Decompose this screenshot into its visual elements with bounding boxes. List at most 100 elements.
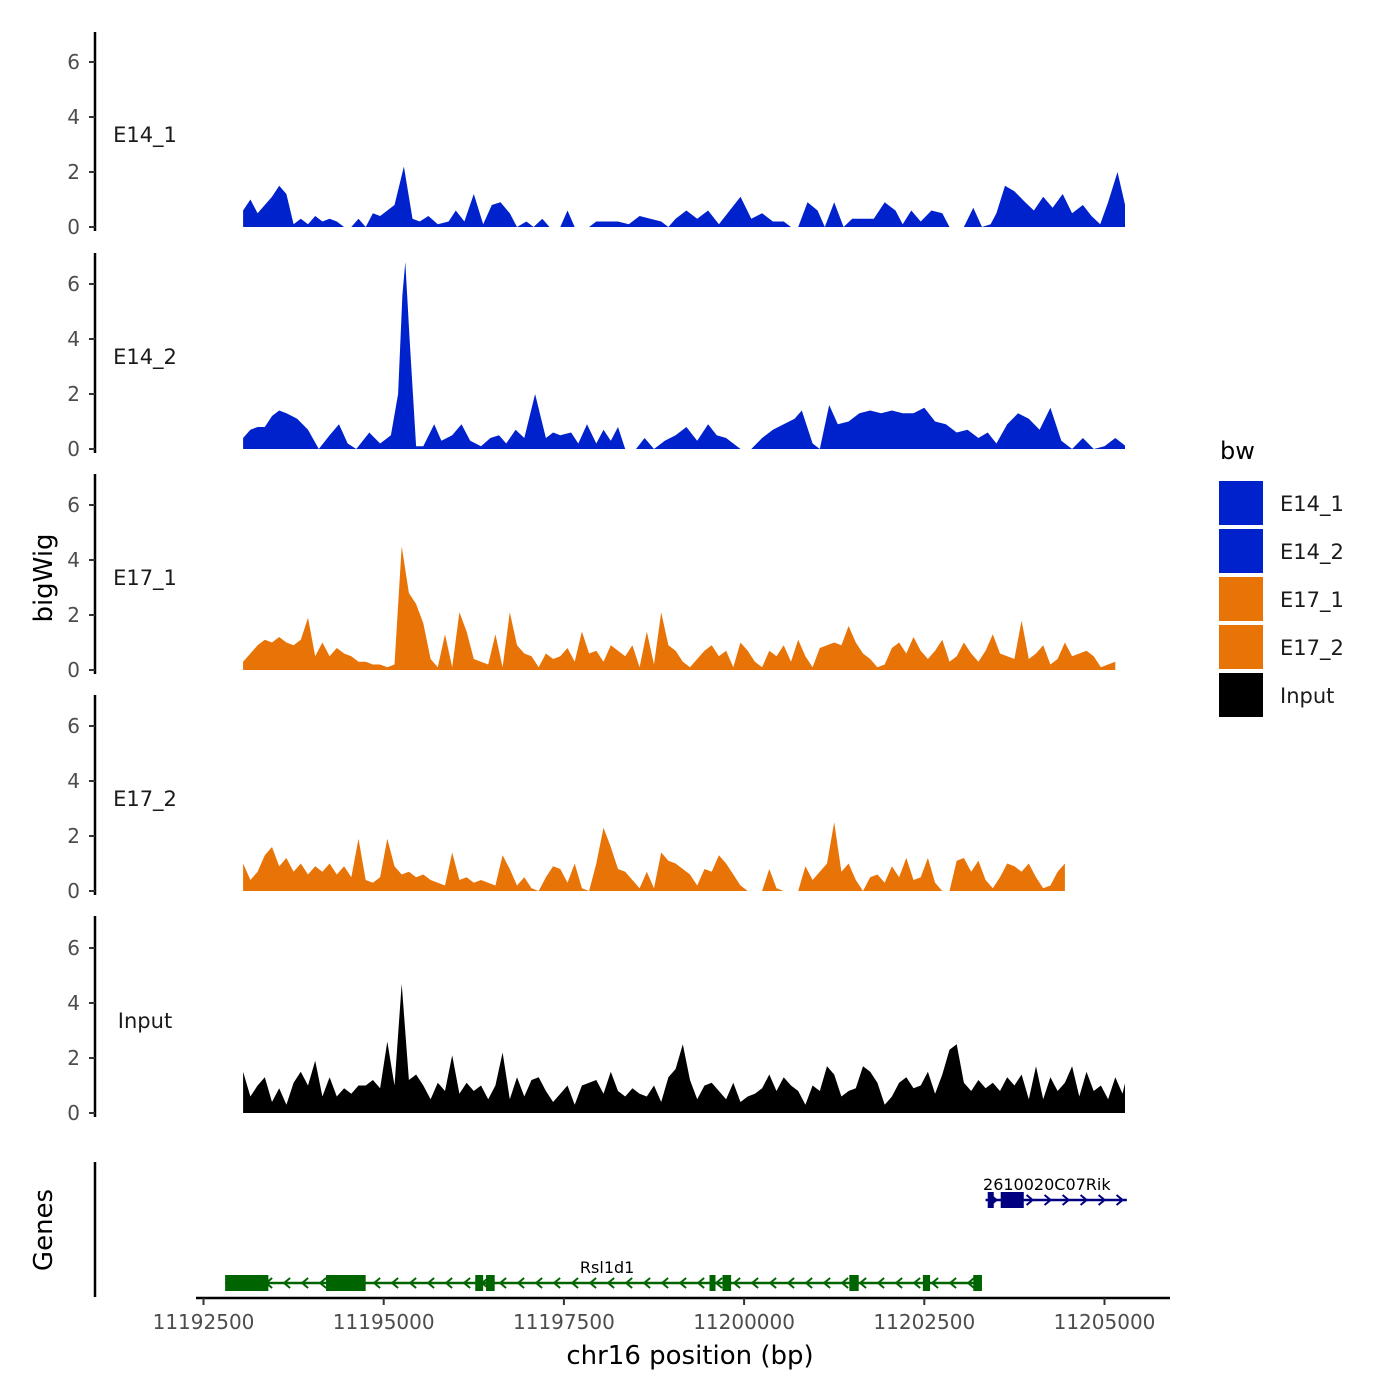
y-tick-label: 6 [67, 272, 80, 296]
strand-arrow [660, 1277, 669, 1289]
y-tick-label: 2 [67, 160, 80, 184]
strand-arrow [282, 1277, 291, 1289]
exon [1000, 1192, 1024, 1208]
y-tick-label: 2 [67, 603, 80, 627]
x-axis: 11192500 11195000 11197500 11200000 11202500… [153, 1296, 1170, 1334]
y-tick-label: 4 [67, 105, 80, 129]
genes-axis-title: Genes [29, 1189, 59, 1271]
gene-2610020c07rik: 2610020C07Rik [983, 1175, 1127, 1208]
strand-arrow [498, 1277, 507, 1289]
track-e17-1: 0 2 4 6 E17_1 [67, 474, 1116, 682]
legend-label: E14_1 [1280, 492, 1344, 517]
x-tick-label: 11205000 [1054, 1310, 1156, 1334]
strand-arrow [1061, 1194, 1071, 1206]
exon [922, 1275, 931, 1291]
strand-arrow [318, 1277, 327, 1289]
y-tick-label: 2 [67, 824, 80, 848]
y-tick-label: 4 [67, 769, 80, 793]
x-tick-label: 11195000 [333, 1310, 435, 1334]
legend: bw E14_1 E14_2 E17_1 E17_2 Input [1217, 437, 1344, 719]
legend-swatch [1217, 479, 1265, 527]
legend-entry: Input [1217, 671, 1334, 719]
strand-arrow [588, 1277, 597, 1289]
strand-arrow [1097, 1194, 1107, 1206]
signal-area [243, 166, 1125, 227]
track-label: E14_1 [113, 123, 177, 148]
strand-arrow [624, 1277, 633, 1289]
gene-label: Rsl1d1 [580, 1258, 634, 1277]
legend-swatch [1217, 671, 1265, 719]
legend-entry: E17_2 [1217, 623, 1344, 671]
x-axis-title: chr16 position (bp) [566, 1341, 813, 1371]
track-label: E14_2 [113, 345, 177, 370]
signal-area [243, 262, 1125, 449]
gene-label: 2610020C07Rik [983, 1175, 1111, 1194]
exon [849, 1275, 859, 1291]
strand-arrow [606, 1277, 615, 1289]
strand-arrow [642, 1277, 651, 1289]
strand-arrow [696, 1277, 705, 1289]
legend-swatch [1217, 623, 1265, 671]
legend-entry: E14_2 [1217, 527, 1344, 575]
legend-label: E17_1 [1280, 588, 1344, 613]
y-tick-label: 0 [67, 215, 80, 239]
track-input: 0 2 4 6 Input [67, 916, 1125, 1125]
strand-arrow [858, 1277, 867, 1289]
strand-arrow [1043, 1194, 1053, 1206]
strand-arrow [1115, 1194, 1125, 1206]
exon [722, 1275, 732, 1291]
legend-entry: E17_1 [1217, 575, 1344, 623]
strand-arrow [444, 1277, 453, 1289]
y-tick-label: 0 [67, 1101, 80, 1125]
x-tick-label: 11202500 [873, 1310, 975, 1334]
strand-arrow [894, 1277, 903, 1289]
strand-arrow [300, 1277, 309, 1289]
strand-arrow [462, 1277, 471, 1289]
strand-arrow [822, 1277, 831, 1289]
track-e14-1: 0 2 4 6 E14_1 [67, 32, 1125, 239]
y-tick-label: 4 [67, 548, 80, 572]
strand-arrow [534, 1277, 543, 1289]
legend-entry: E14_1 [1217, 479, 1344, 527]
gene-rsl1d1: Rsl1d1 [225, 1258, 982, 1291]
x-tick-label: 11197500 [513, 1310, 615, 1334]
strand-arrow [930, 1277, 939, 1289]
y-tick-label: 6 [67, 714, 80, 738]
legend-swatch [1217, 575, 1265, 623]
x-tick-label: 11192500 [153, 1310, 255, 1334]
track-label: E17_1 [113, 566, 177, 591]
track-e14-2: 0 2 4 6 E14_2 [67, 253, 1125, 461]
legend-label: E17_2 [1280, 636, 1344, 661]
strand-arrow [426, 1277, 435, 1289]
strand-arrow [840, 1277, 849, 1289]
gene-track: 2610020C07Rik Rsl1d1 [93, 1162, 1127, 1297]
y-tick-label: 0 [67, 437, 80, 461]
x-tick-label: 11200000 [693, 1310, 795, 1334]
y-axis-title: bigWig [29, 533, 59, 622]
y-tick-label: 6 [67, 936, 80, 960]
strand-arrow [948, 1277, 957, 1289]
strand-arrow [372, 1277, 381, 1289]
exon [709, 1275, 716, 1291]
strand-arrow [786, 1277, 795, 1289]
strand-arrow [732, 1277, 741, 1289]
y-tick-label: 4 [67, 327, 80, 351]
strand-arrow [678, 1277, 687, 1289]
strand-arrow [570, 1277, 579, 1289]
exon [987, 1192, 994, 1208]
y-tick-label: 6 [67, 50, 80, 74]
track-label: Input [118, 1009, 172, 1033]
strand-arrow [408, 1277, 417, 1289]
strand-arrow [768, 1277, 777, 1289]
exon [326, 1275, 366, 1291]
strand-arrow [516, 1277, 525, 1289]
legend-swatch [1217, 527, 1265, 575]
exon [486, 1275, 495, 1291]
y-tick-label: 2 [67, 382, 80, 406]
exon [973, 1275, 982, 1291]
exon [225, 1275, 269, 1291]
strand-arrow [750, 1277, 759, 1289]
strand-arrow [966, 1277, 975, 1289]
exon [475, 1275, 484, 1291]
